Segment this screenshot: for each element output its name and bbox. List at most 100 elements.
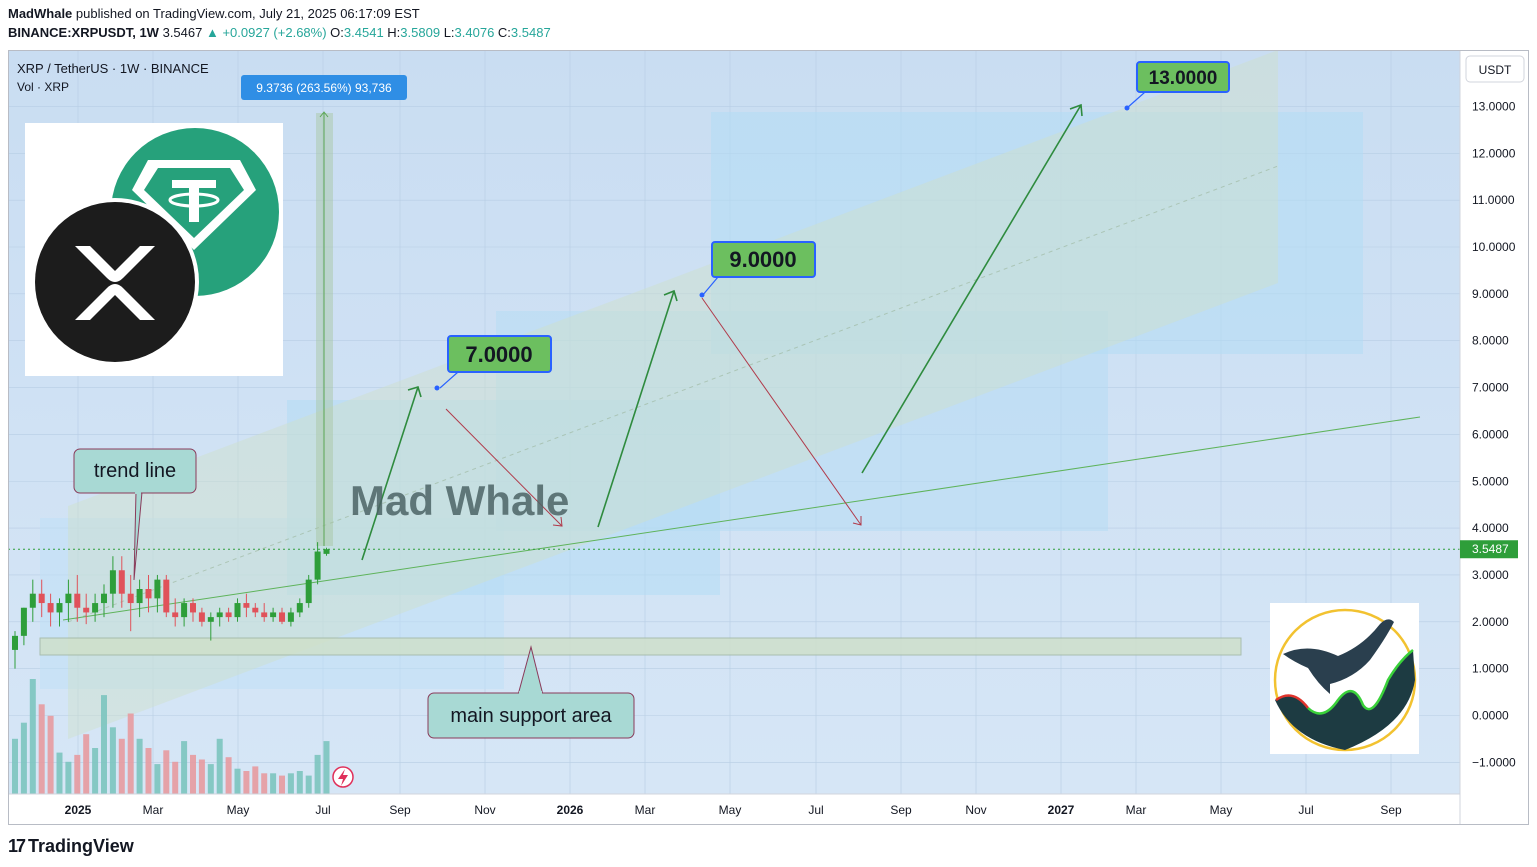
zone-box-4 — [711, 112, 1363, 354]
time-tick-label: 2026 — [557, 803, 584, 817]
price-tick-label: −1.0000 — [1472, 755, 1516, 769]
target-callout-9[interactable]: 9.0000 — [699, 241, 816, 298]
price-change: ▲ +0.0927 (+2.68%) — [205, 25, 327, 40]
trend-line-callout[interactable]: trend line — [73, 448, 197, 581]
callout-pointer — [439, 371, 459, 389]
candle-body — [29, 593, 36, 608]
price-chart[interactable]: 7.0000 9.0000 13.0000 9.3736 (263.56%) 9… — [8, 50, 1529, 825]
volume-bar — [198, 759, 205, 794]
trend-line — [62, 416, 1421, 621]
candle-body — [172, 612, 179, 618]
price-axis[interactable]: 13.0000 12.0000 11.0000 10.0000 9.0000 8.0000… — [1459, 50, 1518, 825]
callout-anchor — [434, 385, 440, 391]
up-arrow-3 — [861, 104, 1082, 474]
chart-legend-volume[interactable]: Vol · XRP — [17, 80, 70, 94]
candle-body — [136, 589, 143, 604]
currency-button-frame — [1465, 55, 1525, 83]
volume-bar — [38, 704, 45, 794]
measure-box — [241, 75, 407, 100]
trend-line-label: trend line — [94, 460, 176, 482]
volume-bar — [252, 766, 259, 794]
candle-body — [56, 603, 63, 613]
time-tick-label: May — [719, 803, 742, 817]
author-name[interactable]: MadWhale — [8, 6, 73, 21]
candle-body — [243, 603, 250, 608]
volume-bar — [92, 748, 99, 794]
volume-bar — [47, 715, 54, 794]
xrp-tether-logo — [25, 123, 283, 376]
callout-tail — [133, 491, 143, 581]
low-label: L: — [443, 25, 455, 40]
time-axis[interactable]: 2025 Mar May Jul Sep Nov 2026 Mar May Jul Sep Nov 20… — [8, 793, 1460, 817]
callout-box — [1136, 61, 1230, 93]
price-tick-label: 8.0000 — [1472, 334, 1509, 348]
close-value: 3.5487 — [510, 25, 551, 40]
low-value: 3.4076 — [454, 25, 495, 40]
candle-body — [225, 612, 232, 618]
time-tick-label: Jul — [808, 803, 823, 817]
xrp-x-top — [75, 246, 155, 282]
time-tick-label: May — [1210, 803, 1233, 817]
volume-bar — [190, 754, 196, 794]
price-tick-label: 0.0000 — [1472, 709, 1509, 723]
callout-pointer — [1126, 91, 1146, 109]
candle-body — [127, 593, 134, 604]
time-tick-label: 2027 — [1048, 803, 1075, 817]
tv-brand: TradingView — [28, 836, 134, 856]
open-value: 3.4541 — [343, 25, 384, 40]
volume-bar — [154, 764, 161, 794]
volume-bar — [109, 727, 116, 794]
candle-body — [216, 612, 223, 618]
price-tick-label: 6.0000 — [1472, 427, 1509, 441]
volume-bar — [127, 713, 134, 794]
target-label-9: 9.0000 — [729, 247, 796, 272]
candle-body — [287, 612, 294, 622]
down-arrow-1-head — [552, 516, 563, 527]
publish-info: MadWhale published on TradingView.com, J… — [8, 6, 420, 21]
up-arrow-1 — [361, 386, 419, 561]
candle-body — [74, 593, 81, 608]
measure-text: 9.3736 (263.56%) 93,736 — [256, 81, 392, 95]
callout-anchor — [699, 292, 705, 298]
flash-icon-bolt — [338, 769, 348, 786]
time-tick-label: Sep — [890, 803, 912, 817]
time-tick-label: Mar — [143, 803, 164, 817]
time-tick-label: Nov — [474, 803, 495, 817]
close-label: C: — [497, 25, 511, 40]
target-callout-7[interactable]: 7.0000 — [434, 335, 552, 391]
ohlc-line: BINANCE:XRPUSDT, 1W 3.5467 ▲ +0.0927 (+2… — [8, 25, 551, 40]
volume-bar — [74, 754, 81, 794]
candle-body — [154, 579, 161, 599]
callout-joint — [135, 490, 141, 494]
tether-ring — [168, 192, 220, 208]
mad-whale-watermark: Mad Whale — [350, 477, 569, 524]
time-tick-label: Nov — [965, 803, 986, 817]
volume-bar — [172, 761, 179, 794]
price-tick-label: 1.0000 — [1472, 662, 1509, 676]
time-tick-label: Jul — [315, 803, 330, 817]
flash-icon[interactable] — [332, 766, 354, 788]
measure-callout[interactable]: 9.3736 (263.56%) 93,736 — [241, 75, 407, 100]
price-tick-label: 10.0000 — [1472, 240, 1516, 254]
price-tick-label: 13.0000 — [1472, 99, 1516, 113]
candle-body — [314, 551, 321, 580]
volume-bar — [287, 773, 294, 794]
volume-bar — [12, 738, 18, 794]
support-callout[interactable]: main support area — [427, 645, 635, 739]
open-label: O: — [330, 25, 344, 40]
volume-bar — [314, 754, 321, 794]
volume-bar — [29, 679, 36, 794]
down-arrow-2 — [701, 297, 862, 526]
ascending-channel — [68, 50, 1278, 739]
candle-body — [101, 593, 107, 604]
candle-body — [109, 570, 116, 594]
volume-bar — [207, 764, 214, 794]
symbol-label: BINANCE:XRPUSDT, 1W — [8, 25, 159, 40]
candle-body — [323, 549, 330, 554]
currency-button[interactable]: USDT — [1465, 55, 1525, 83]
price-tick-label: 5.0000 — [1472, 474, 1509, 488]
target-callout-13[interactable]: 13.0000 — [1124, 61, 1230, 111]
chart-legend-title[interactable]: XRP / TetherUS · 1W · BINANCE — [17, 61, 209, 76]
candle-body — [20, 607, 27, 636]
tradingview-logo[interactable]: 17 TradingView — [8, 836, 134, 857]
